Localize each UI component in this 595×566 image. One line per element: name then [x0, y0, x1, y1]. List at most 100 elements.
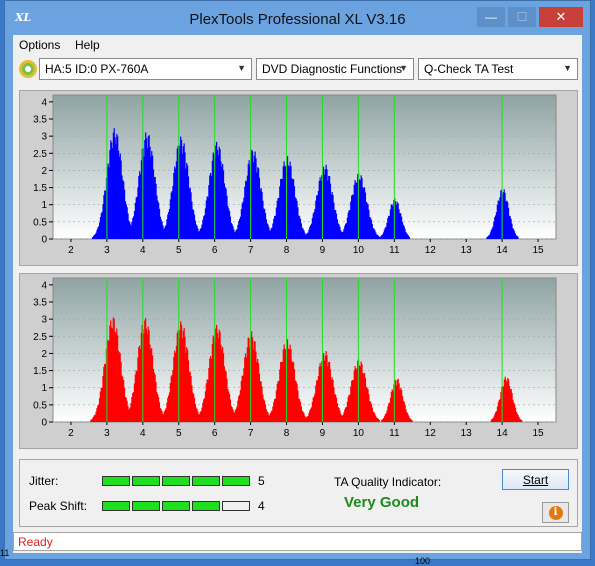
histogram-bar: [168, 212, 170, 239]
histogram-bar: [370, 403, 373, 422]
histogram-bar: [122, 180, 124, 239]
histogram-bar: [196, 225, 198, 239]
histogram-bar: [150, 349, 152, 422]
histogram-bar: [185, 168, 187, 239]
x-tick-label: 9: [320, 428, 326, 439]
histogram-bar: [195, 224, 197, 239]
histogram-bar: [356, 368, 358, 422]
histogram-bar: [511, 223, 513, 239]
histogram-bar: [360, 361, 362, 422]
histogram-bar: [405, 409, 407, 422]
histogram-bar: [174, 352, 177, 422]
x-tick-label: 7: [248, 428, 254, 439]
histogram-bar: [232, 415, 235, 422]
histogram-bar: [137, 187, 139, 239]
info-button[interactable]: i: [542, 502, 569, 523]
histogram-bar: [249, 165, 251, 239]
histogram-bar: [359, 366, 361, 422]
histogram-bar: [198, 414, 200, 422]
histogram-bar: [344, 409, 346, 422]
histogram-bar: [171, 191, 173, 239]
menu-bar: Options Help: [13, 35, 582, 55]
histogram-bar: [379, 237, 381, 239]
menu-options[interactable]: Options: [19, 38, 61, 52]
histogram-bar: [384, 414, 386, 422]
histogram-bar: [403, 401, 405, 422]
histogram-bar: [297, 207, 299, 239]
histogram-bar: [258, 177, 261, 239]
status-text: Ready: [18, 535, 53, 549]
minimize-button[interactable]: —: [477, 7, 505, 27]
histogram-bar: [92, 235, 95, 239]
histogram-bar: [215, 145, 217, 239]
y-tick-label: 2.5: [33, 149, 47, 160]
histogram-bar: [141, 148, 143, 239]
histogram-bar: [267, 412, 269, 422]
histogram-bar: [111, 147, 114, 239]
histogram-bar: [345, 407, 347, 422]
histogram-bar: [505, 379, 507, 422]
histogram-bar: [237, 400, 239, 422]
histogram-bar: [216, 141, 218, 239]
histogram-bar: [280, 178, 283, 239]
histogram-bar: [252, 349, 254, 422]
histogram-bar: [515, 235, 517, 239]
histogram-bar: [137, 357, 139, 422]
histogram-bar: [503, 189, 505, 239]
histogram-bar: [170, 192, 172, 239]
histogram-bar: [406, 233, 408, 239]
histogram-bar: [313, 211, 315, 239]
histogram-bar: [233, 235, 235, 239]
histogram-bar: [192, 209, 194, 239]
histogram-bar: [152, 368, 155, 422]
histogram-bar: [174, 350, 176, 422]
histogram-bar: [399, 213, 401, 239]
histogram-bar: [145, 318, 147, 422]
histogram-bar: [269, 413, 271, 422]
histogram-bar: [376, 418, 379, 422]
histogram-bar: [314, 393, 316, 422]
histogram-bar: [295, 198, 297, 239]
histogram-bar: [94, 414, 96, 422]
menu-help[interactable]: Help: [75, 38, 100, 52]
x-tick-label: 2: [68, 428, 74, 439]
histogram-bar: [151, 355, 154, 422]
function-select[interactable]: DVD Diagnostic Functions ▼: [256, 58, 414, 80]
histogram-bar: [167, 214, 169, 239]
histogram-bar: [312, 213, 314, 239]
histogram-bar: [118, 352, 120, 422]
close-button[interactable]: ✕: [539, 7, 583, 27]
histogram-bar: [228, 420, 230, 422]
histogram-bar: [372, 411, 374, 422]
histogram-bar: [239, 216, 242, 239]
histogram-bar: [187, 176, 190, 239]
histogram-bar: [222, 346, 224, 422]
start-button[interactable]: Start: [502, 469, 569, 490]
histogram-bar: [171, 374, 173, 422]
title-bar[interactable]: XL PlexTools Professional XL V3.16 — ☐ ✕: [5, 1, 590, 35]
histogram-bar: [380, 236, 382, 239]
histogram-bar: [203, 216, 205, 239]
histogram-bar: [118, 156, 121, 239]
histogram-bar: [389, 402, 391, 422]
chevron-down-icon: ▼: [237, 63, 246, 73]
histogram-bar: [305, 234, 307, 239]
histogram-bar: [351, 194, 354, 239]
histogram-bar: [208, 185, 210, 239]
histogram-bar: [403, 226, 405, 239]
maximize-button[interactable]: ☐: [508, 7, 536, 27]
histogram-bar: [173, 173, 175, 239]
histogram-bar: [299, 218, 302, 239]
histogram-bar: [251, 151, 254, 239]
histogram-bar: [329, 361, 331, 422]
histogram-bar: [361, 364, 363, 422]
histogram-bar: [369, 217, 371, 239]
histogram-bar: [400, 387, 402, 422]
histogram-bar: [151, 347, 153, 422]
test-select[interactable]: Q-Check TA Test ▼: [418, 58, 578, 80]
histogram-peak: [486, 189, 519, 239]
histogram-bar: [257, 167, 259, 239]
drive-select[interactable]: HA:5 ID:0 PX-760A ▼: [39, 58, 252, 80]
histogram-bar: [230, 237, 232, 239]
histogram-bar: [370, 401, 372, 422]
